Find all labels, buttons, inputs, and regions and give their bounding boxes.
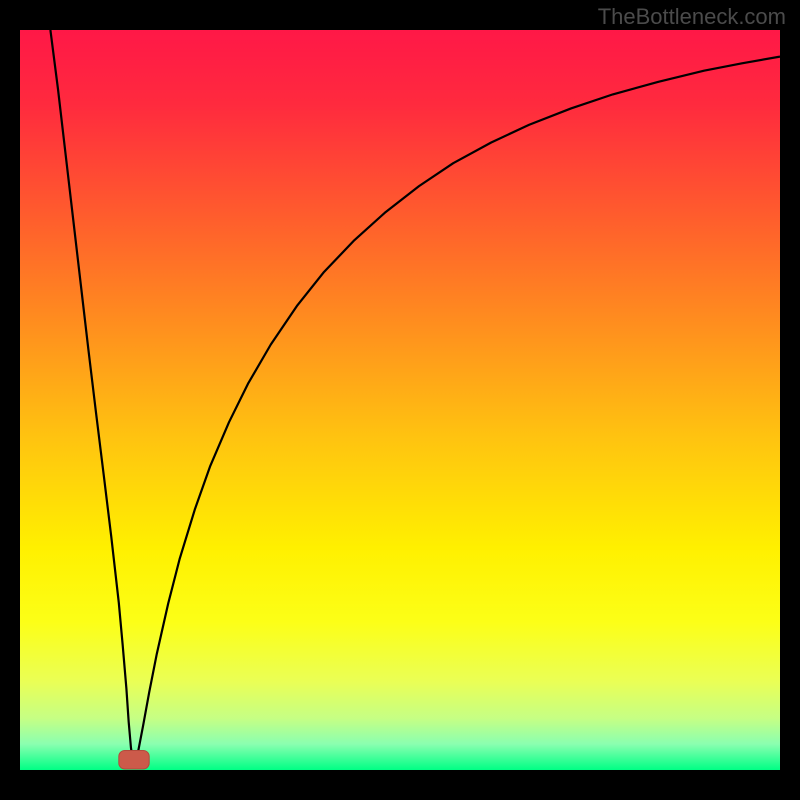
watermark-text: TheBottleneck.com: [598, 4, 786, 30]
optimum-marker: [119, 751, 149, 770]
chart-svg: [20, 30, 780, 770]
chart-container: TheBottleneck.com: [0, 0, 800, 800]
gradient-background: [20, 30, 780, 770]
plot-area: [20, 30, 780, 770]
